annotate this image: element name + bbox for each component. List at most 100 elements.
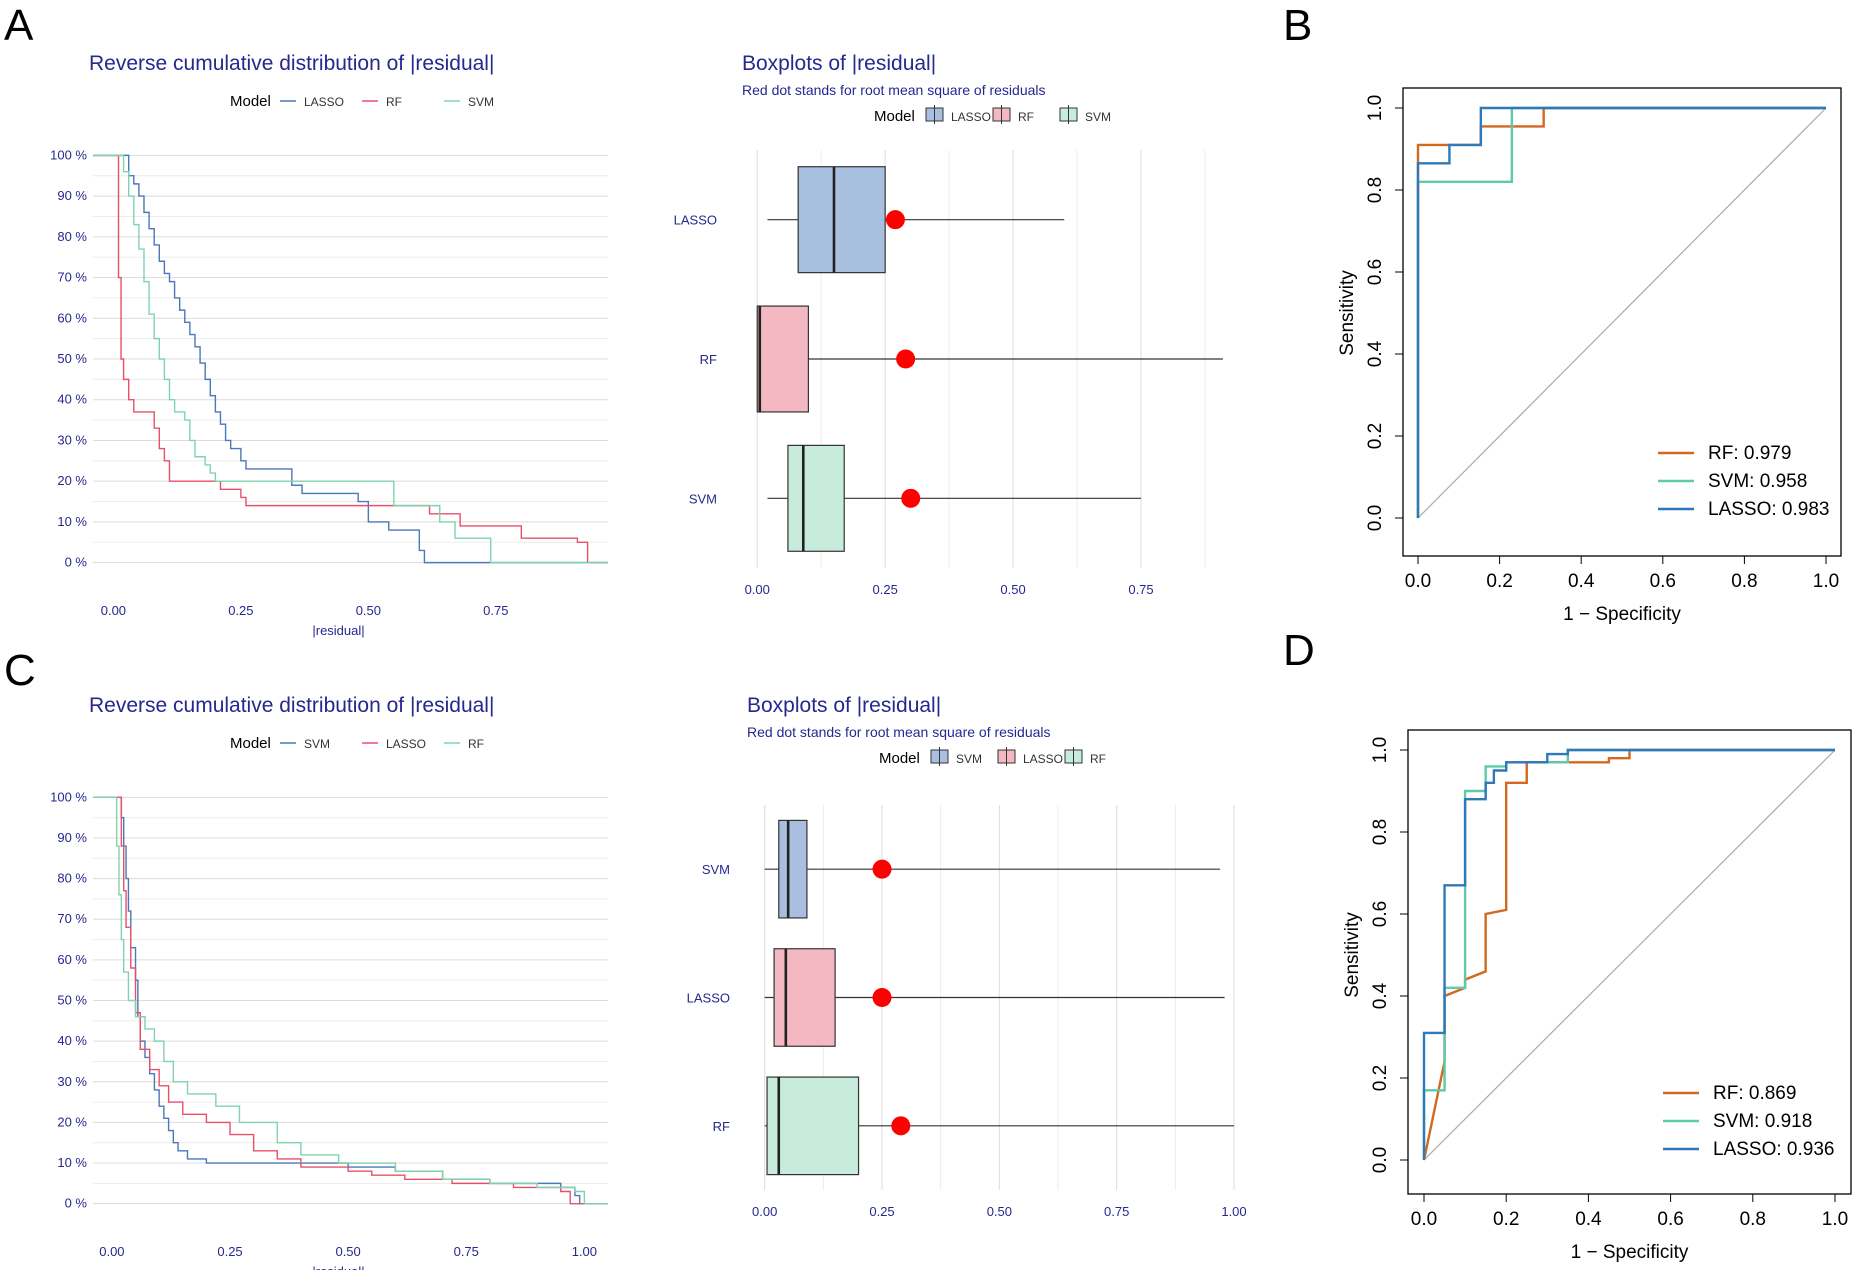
- x-tick-label: 1.0: [1822, 1209, 1848, 1230]
- series-line-rf: [93, 796, 608, 1205]
- reference-diagonal: [1423, 749, 1836, 1161]
- legend: Model SVM LASSO RF: [230, 735, 484, 752]
- category-label-lasso: LASSO: [674, 213, 717, 228]
- x-tick-label: 0.00: [101, 603, 126, 618]
- y-tick-label: 0 %: [65, 555, 88, 570]
- legend-title: Model: [230, 93, 271, 110]
- reference-diagonal: [1417, 107, 1827, 519]
- rmse-dot-lasso: [872, 988, 892, 1007]
- panel-label-a: A: [4, 1, 34, 50]
- box-svm: [787, 444, 845, 552]
- x-tick-label: 0.6: [1650, 571, 1676, 592]
- y-tick-label: 60 %: [57, 952, 87, 967]
- box-lasso: [773, 948, 836, 1047]
- x-tick-label: 0.4: [1575, 1209, 1602, 1230]
- legend-title: Model: [874, 108, 915, 125]
- legend-label-rf: RF: [468, 737, 484, 751]
- category-label-svm: SVM: [689, 491, 717, 506]
- series-line-rf: [93, 154, 608, 564]
- x-tick-label: 0.50: [356, 603, 381, 618]
- series-line-lasso: [93, 154, 608, 564]
- x-axis-label: 1 − Specificity: [1571, 1242, 1689, 1263]
- x-axis-label: |residual|: [312, 1264, 364, 1270]
- x-tick-label: 0.50: [1000, 582, 1025, 597]
- y-tick-label: 0.4: [1370, 982, 1391, 1009]
- box-svm: [778, 819, 808, 919]
- x-axis-label: |residual|: [312, 623, 364, 638]
- x-tick-label: 0.50: [987, 1204, 1012, 1219]
- chart-title: Reverse cumulative distribution of |resi…: [89, 52, 494, 75]
- rmse-dot-lasso: [885, 210, 905, 230]
- x-tick-label: 0.4: [1568, 571, 1595, 592]
- box-rf: [756, 305, 810, 413]
- y-tick-label: 50 %: [57, 993, 87, 1008]
- x-tick-label: 0.00: [99, 1244, 124, 1259]
- y-tick-label: 0.4: [1365, 340, 1386, 367]
- roc-curve-svm: [1422, 748, 1835, 1160]
- legend-label-rf: RF: [1018, 110, 1034, 124]
- y-tick-label: 80 %: [57, 229, 87, 244]
- roc-curve-lasso: [1422, 748, 1835, 1160]
- chart-c-boxplots: Boxplots of |residual| Red dot stands for…: [687, 694, 1247, 1219]
- legend-label-rf: RF: [386, 95, 402, 109]
- legend-label-svm: SVM: 0.918: [1713, 1111, 1812, 1132]
- x-tick-label: 0.25: [869, 1204, 894, 1219]
- rmse-dot-svm: [901, 488, 921, 508]
- chart-a-boxplots: Boxplots of |residual| Red dot stands for…: [674, 52, 1223, 597]
- roc-curve-rf: [1422, 748, 1835, 1161]
- chart-title: Reverse cumulative distribution of |resi…: [89, 694, 494, 717]
- panel-label-d: D: [1283, 626, 1315, 675]
- y-tick-label: 20 %: [57, 473, 87, 488]
- chart-b-roc: 0.0 0.2 0.4 0.6 0.8 1.0 1 − Specificity 0.0 0.2 0…: [1337, 87, 1842, 625]
- legend-label-svm: SVM: [304, 737, 330, 751]
- legend-title: Model: [230, 735, 271, 752]
- y-tick-label: 10 %: [57, 514, 87, 529]
- legend-label-rf: RF: [1090, 752, 1106, 766]
- x-tick-label: 0.0: [1411, 1209, 1437, 1230]
- series-line-lasso: [93, 796, 608, 1205]
- y-tick-label: 0.0: [1365, 505, 1386, 531]
- y-tick-label: 0 %: [65, 1196, 88, 1211]
- box-rf: [766, 1076, 860, 1176]
- y-tick-label: 0.8: [1365, 177, 1386, 203]
- legend-label-rf: RF: 0.979: [1708, 443, 1791, 464]
- chart-title: Boxplots of |residual|: [742, 52, 936, 75]
- series-line-svm: [93, 154, 608, 564]
- x-tick-label: 0.25: [228, 603, 253, 618]
- x-tick-label: 0.50: [335, 1244, 360, 1259]
- chart-title: Boxplots of |residual|: [747, 694, 941, 717]
- chart-a-reverse-cdf: Reverse cumulative distribution of |resi…: [50, 52, 608, 638]
- category-label-svm: SVM: [702, 862, 730, 877]
- y-tick-label: 30 %: [57, 432, 87, 447]
- y-tick-label: 80 %: [57, 871, 87, 886]
- x-tick-label: 0.75: [483, 603, 508, 618]
- category-label-rf: RF: [700, 352, 717, 367]
- x-tick-label: 0.25: [873, 582, 898, 597]
- chart-subtitle: Red dot stands for root mean square of r…: [747, 724, 1051, 740]
- y-tick-label: 0.2: [1365, 423, 1386, 449]
- rmse-dot-svm: [872, 859, 892, 879]
- y-tick-label: 20 %: [57, 1114, 87, 1129]
- x-tick-label: 0.8: [1740, 1209, 1766, 1230]
- y-tick-label: 90 %: [57, 188, 87, 203]
- chart-c-reverse-cdf: Reverse cumulative distribution of |resi…: [50, 694, 608, 1270]
- legend: Model SVM LASSO RF: [879, 747, 1106, 767]
- y-tick-label: 0.2: [1370, 1065, 1391, 1091]
- y-tick-label: 0.6: [1365, 259, 1386, 285]
- x-axis-label: 1 − Specificity: [1563, 604, 1681, 625]
- x-tick-label: 1.00: [572, 1244, 597, 1259]
- y-tick-label: 10 %: [57, 1155, 87, 1170]
- legend-label-lasso: LASSO: [951, 110, 991, 124]
- y-tick-label: 0.6: [1370, 901, 1391, 927]
- legend-label-lasso: LASSO: [386, 737, 426, 751]
- y-tick-label: 30 %: [57, 1074, 87, 1089]
- x-tick-label: 0.00: [752, 1204, 777, 1219]
- y-axis-label: Sensitivity: [1342, 912, 1363, 998]
- y-tick-label: 40 %: [57, 392, 87, 407]
- legend-label-svm: SVM: [956, 752, 982, 766]
- x-tick-label: 0.75: [454, 1244, 479, 1259]
- legend: Model LASSO RF SVM: [230, 93, 494, 110]
- y-tick-label: 100 %: [50, 789, 87, 804]
- x-tick-label: 1.00: [1221, 1204, 1246, 1219]
- legend: Model LASSO RF SVM: [874, 105, 1111, 125]
